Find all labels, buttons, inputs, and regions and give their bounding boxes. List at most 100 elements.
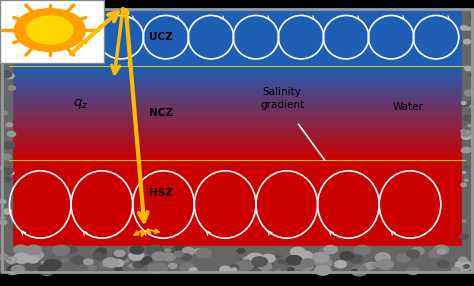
Circle shape <box>247 253 264 263</box>
Circle shape <box>301 259 314 267</box>
Bar <box>9 152 465 156</box>
Circle shape <box>455 261 472 271</box>
Circle shape <box>8 86 15 90</box>
Circle shape <box>4 256 8 258</box>
Circle shape <box>464 104 468 106</box>
Circle shape <box>351 269 357 273</box>
Bar <box>9 84 465 87</box>
Circle shape <box>162 253 175 261</box>
Circle shape <box>13 245 28 254</box>
Bar <box>9 160 465 249</box>
Circle shape <box>12 259 21 265</box>
Circle shape <box>348 255 363 263</box>
Bar <box>9 79 465 82</box>
Bar <box>9 89 465 92</box>
Circle shape <box>195 249 203 254</box>
Circle shape <box>152 252 166 261</box>
Bar <box>9 86 465 89</box>
Circle shape <box>465 166 468 168</box>
Circle shape <box>314 257 324 263</box>
Circle shape <box>375 253 390 262</box>
Circle shape <box>128 247 138 253</box>
Circle shape <box>462 134 471 139</box>
Circle shape <box>461 149 466 152</box>
Circle shape <box>438 261 449 268</box>
Circle shape <box>181 263 194 272</box>
Bar <box>9 98 465 101</box>
Circle shape <box>361 264 372 271</box>
Circle shape <box>340 252 353 260</box>
Circle shape <box>451 267 460 273</box>
Circle shape <box>0 55 10 61</box>
Circle shape <box>470 106 474 108</box>
Circle shape <box>40 262 46 265</box>
Circle shape <box>378 260 393 269</box>
Circle shape <box>252 257 267 266</box>
Circle shape <box>112 260 124 267</box>
Circle shape <box>237 249 245 253</box>
Circle shape <box>2 177 11 182</box>
Circle shape <box>463 115 473 121</box>
Circle shape <box>462 147 471 153</box>
Circle shape <box>63 245 77 254</box>
Circle shape <box>231 268 237 272</box>
Circle shape <box>0 216 5 219</box>
Circle shape <box>319 248 332 255</box>
Circle shape <box>189 268 197 273</box>
Circle shape <box>8 132 16 136</box>
Circle shape <box>464 39 471 44</box>
FancyBboxPatch shape <box>0 0 104 63</box>
Circle shape <box>181 254 191 260</box>
Circle shape <box>465 179 468 181</box>
Circle shape <box>243 257 250 261</box>
Circle shape <box>168 249 176 253</box>
Bar <box>9 148 465 151</box>
Circle shape <box>312 253 329 263</box>
Bar <box>9 145 465 148</box>
Circle shape <box>5 254 9 256</box>
Circle shape <box>6 123 12 127</box>
Circle shape <box>63 259 68 262</box>
Circle shape <box>256 258 273 268</box>
Circle shape <box>114 250 125 257</box>
Circle shape <box>466 27 471 30</box>
Text: HSZ: HSZ <box>149 188 173 198</box>
Circle shape <box>5 52 16 59</box>
Bar <box>9 93 465 96</box>
Circle shape <box>7 265 20 273</box>
Circle shape <box>38 265 55 275</box>
Circle shape <box>293 262 305 270</box>
Circle shape <box>93 251 107 260</box>
Circle shape <box>220 266 231 273</box>
Circle shape <box>276 269 281 273</box>
Circle shape <box>461 183 466 186</box>
Circle shape <box>238 260 246 264</box>
Circle shape <box>245 260 250 263</box>
Circle shape <box>72 256 85 264</box>
Circle shape <box>429 250 442 258</box>
Bar <box>9 72 465 75</box>
Circle shape <box>315 265 331 275</box>
Circle shape <box>9 172 14 175</box>
Circle shape <box>461 129 465 132</box>
Circle shape <box>129 251 144 260</box>
Circle shape <box>151 251 164 259</box>
Circle shape <box>1 154 11 160</box>
Bar <box>9 107 465 111</box>
Circle shape <box>306 257 312 261</box>
Circle shape <box>466 101 474 106</box>
Circle shape <box>196 248 211 258</box>
Circle shape <box>148 264 159 271</box>
Circle shape <box>0 254 9 260</box>
Bar <box>9 65 465 68</box>
Circle shape <box>27 250 43 260</box>
Bar <box>9 67 465 70</box>
Text: Water: Water <box>392 102 423 112</box>
Circle shape <box>165 249 171 252</box>
Circle shape <box>465 90 474 96</box>
Circle shape <box>259 262 272 270</box>
Circle shape <box>6 257 17 263</box>
Circle shape <box>100 263 107 268</box>
Circle shape <box>375 262 381 265</box>
Circle shape <box>295 258 301 261</box>
